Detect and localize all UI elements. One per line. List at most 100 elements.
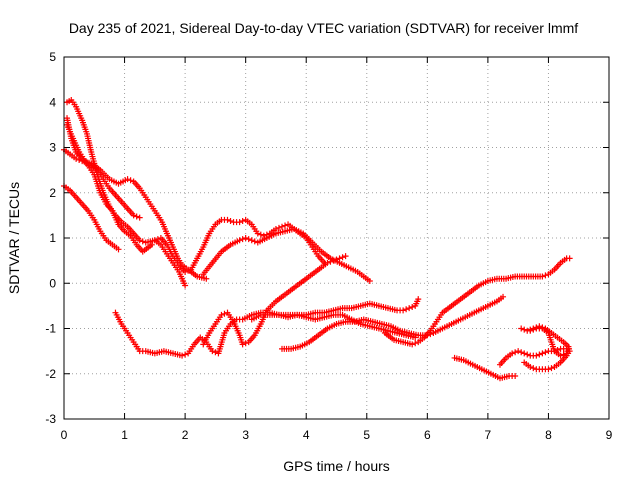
data-point [536,323,543,330]
data-point [148,241,155,248]
x-tick-label: 1 [121,428,128,442]
data-point [242,235,249,241]
y-tick-label: 4 [49,95,56,109]
data-point [406,305,413,312]
chart-title: Day 235 of 2021, Sidereal Day-to-day VTE… [69,20,578,36]
series-track5 [61,182,122,253]
x-axis-label: GPS time / hours [283,458,390,474]
series-track10 [279,293,507,352]
series-track7 [200,225,373,284]
data-point [203,275,210,282]
x-tick-label: 8 [545,428,552,442]
data-point [127,177,134,184]
data-point [342,253,349,260]
data-point [533,352,540,359]
data-point [366,277,373,284]
data-point [279,223,285,230]
y-tick-label: 1 [49,231,56,245]
data-point [533,324,540,331]
data-point [236,219,243,226]
series-track4 [61,146,210,282]
data-point [542,272,549,279]
data-point [557,352,564,359]
data-point [136,214,143,221]
x-tick-label: 9 [606,428,613,442]
x-tick-label: 0 [61,428,68,442]
data-point [212,349,219,356]
series-track12 [381,255,573,348]
data-point [218,311,225,318]
data-point [224,216,231,223]
data-point [400,307,407,314]
data-point [518,349,525,356]
data-point [239,218,246,225]
y-tick-label: 3 [49,141,56,155]
data-point [530,325,537,332]
x-tick-label: 7 [485,428,492,442]
data-point [327,258,334,265]
data-point [76,156,83,163]
data-point [221,310,228,317]
data-point [209,348,216,355]
data-point [415,296,422,303]
y-axis-label: SDTVAR / TECUs [6,182,22,294]
data-point [548,365,555,372]
data-point [530,365,537,372]
data-point [254,230,261,237]
plot-frame [63,56,610,420]
data-point [185,267,192,274]
data-point [133,213,140,220]
data-point [245,236,252,243]
series-track14 [497,345,570,368]
data-point [521,350,528,357]
data-point [227,218,234,225]
data-point [130,212,137,219]
data-point [260,232,267,239]
data-point [236,237,243,244]
data-point [239,236,246,243]
data-point [521,326,528,333]
data-point [409,304,416,311]
series-track2 [64,96,189,289]
data-point [512,373,519,380]
data-point [139,238,146,245]
data-point [536,351,543,358]
data-point [182,351,189,358]
x-tick-label: 5 [363,428,370,442]
data-point [115,246,122,253]
data-point [251,238,258,245]
data-marks [61,96,573,382]
data-point [518,325,525,332]
data-point [554,346,561,353]
data-point [412,340,419,347]
x-tick-label: 2 [182,428,189,442]
data-point [339,254,346,261]
data-point [248,237,255,244]
x-tick-label: 3 [242,428,249,442]
data-point [566,255,573,262]
x-tick-label: 6 [424,428,431,442]
data-point [182,282,189,289]
grid-layer [64,57,609,419]
data-point [239,341,246,348]
data-point [324,259,331,266]
data-point [527,326,534,333]
series-track1 [64,115,155,255]
data-point [136,237,143,244]
data-point [124,176,131,183]
y-tick-label: 2 [49,186,56,200]
data-point [282,222,289,229]
y-tick-label: 0 [49,276,56,290]
series-track13 [451,354,519,382]
y-tick-label: -3 [45,412,56,426]
y-tick-label: -2 [45,367,56,381]
data-point [509,350,516,357]
data-point [512,349,519,356]
data-point [539,350,546,357]
x-tick-label: 4 [303,428,310,442]
data-point [527,363,534,370]
data-point [257,231,264,238]
series-track3 [64,121,143,221]
data-point [545,366,552,373]
